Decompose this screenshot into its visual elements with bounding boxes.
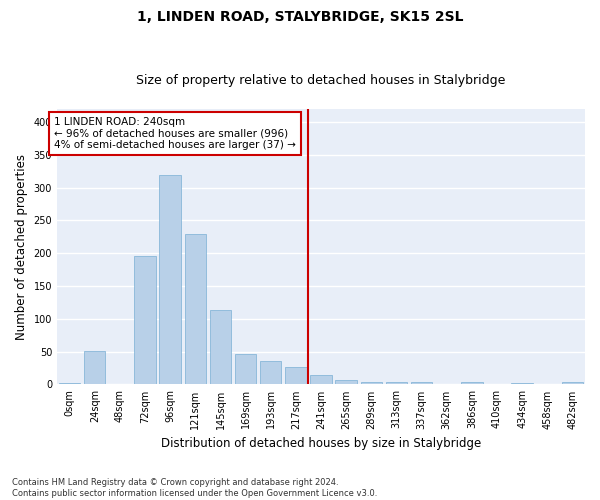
- Bar: [185, 234, 206, 384]
- Bar: [361, 382, 382, 384]
- Text: Contains HM Land Registry data © Crown copyright and database right 2024.
Contai: Contains HM Land Registry data © Crown c…: [12, 478, 377, 498]
- Bar: [134, 256, 156, 384]
- X-axis label: Distribution of detached houses by size in Stalybridge: Distribution of detached houses by size …: [161, 437, 481, 450]
- Text: 1 LINDEN ROAD: 240sqm
← 96% of detached houses are smaller (996)
4% of semi-deta: 1 LINDEN ROAD: 240sqm ← 96% of detached …: [54, 117, 296, 150]
- Bar: [562, 382, 583, 384]
- Bar: [411, 382, 432, 384]
- Bar: [310, 374, 332, 384]
- Bar: [386, 382, 407, 384]
- Bar: [285, 368, 307, 384]
- Bar: [260, 362, 281, 384]
- Bar: [210, 310, 231, 384]
- Bar: [461, 382, 482, 384]
- Bar: [511, 383, 533, 384]
- Text: 1, LINDEN ROAD, STALYBRIDGE, SK15 2SL: 1, LINDEN ROAD, STALYBRIDGE, SK15 2SL: [137, 10, 463, 24]
- Bar: [235, 354, 256, 384]
- Bar: [59, 383, 80, 384]
- Title: Size of property relative to detached houses in Stalybridge: Size of property relative to detached ho…: [136, 74, 506, 87]
- Bar: [160, 174, 181, 384]
- Y-axis label: Number of detached properties: Number of detached properties: [15, 154, 28, 340]
- Bar: [335, 380, 357, 384]
- Bar: [84, 351, 106, 384]
